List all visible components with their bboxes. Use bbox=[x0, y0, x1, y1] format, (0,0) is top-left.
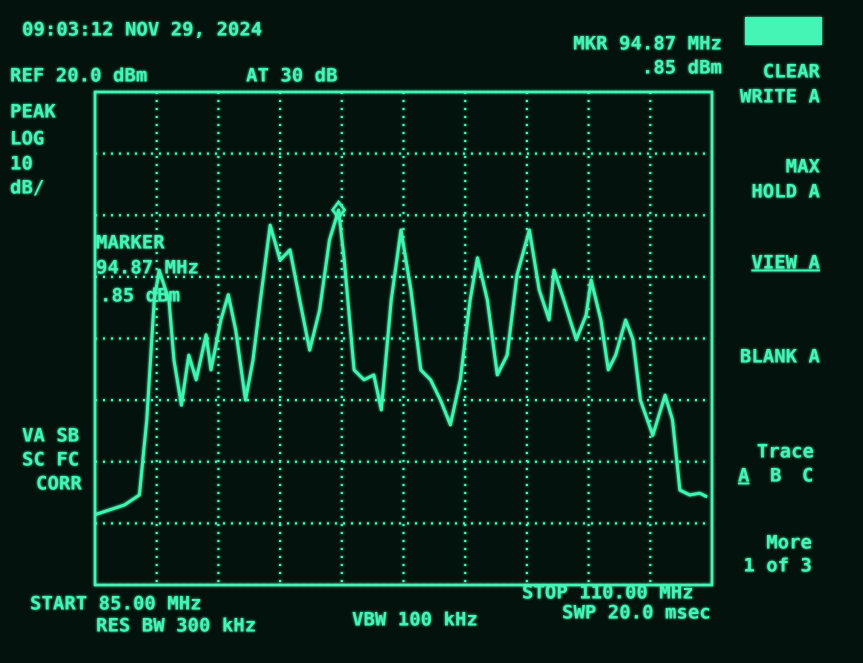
page-indicator: 1 of 3 bbox=[743, 555, 812, 577]
softkey-title: Trace bbox=[757, 441, 814, 463]
attenuation: AT 30 dB bbox=[246, 65, 338, 87]
stop-freq: STOP 110.00 MHz bbox=[522, 582, 694, 604]
softkey[interactable]: BLANK A bbox=[740, 346, 821, 368]
marker-box-title: MARKER bbox=[96, 232, 165, 254]
status: CORR bbox=[36, 473, 82, 495]
status: VA SB bbox=[22, 425, 79, 447]
sweep-time: SWP 20.0 msec bbox=[562, 602, 711, 624]
ref-level: REF 20.0 dBm bbox=[10, 65, 147, 87]
timestamp: 09:03:12 NOV 29, 2024 bbox=[22, 19, 262, 41]
vbw: VBW 100 kHz bbox=[352, 609, 478, 631]
detector: PEAK bbox=[10, 101, 56, 123]
active-softkey-box bbox=[745, 17, 822, 45]
trace-option[interactable]: A bbox=[738, 465, 750, 487]
trace-option[interactable]: B bbox=[770, 465, 781, 487]
scale-unit: dB/ bbox=[10, 177, 44, 199]
softkey[interactable]: WRITE A bbox=[740, 86, 821, 108]
marker-level: .85 dBm bbox=[642, 57, 722, 79]
softkey[interactable]: MAX bbox=[786, 156, 821, 178]
marker bbox=[331, 199, 347, 221]
start-freq: START 85.00 MHz bbox=[30, 593, 202, 615]
plot bbox=[93, 90, 714, 587]
softkey[interactable]: VIEW A bbox=[751, 252, 820, 274]
marker-freq: MKR 94.87 MHz bbox=[573, 33, 722, 55]
status: SC FC bbox=[22, 449, 79, 471]
res-bw: RES BW 300 kHz bbox=[96, 615, 256, 637]
softkey[interactable]: CLEAR bbox=[763, 61, 821, 83]
trace bbox=[94, 208, 708, 517]
scale-type: LOG bbox=[10, 128, 44, 150]
softkey[interactable]: More bbox=[766, 532, 812, 554]
trace-option[interactable]: C bbox=[802, 465, 813, 487]
marker-box-level: .85 dBm bbox=[100, 285, 180, 307]
marker-box-freq: 94.87 MHz bbox=[96, 257, 199, 279]
screen-content: 09:03:12 NOV 29, 2024 REF 20.0 dBm AT 30… bbox=[10, 17, 822, 637]
scale-value: 10 bbox=[10, 153, 33, 175]
softkey[interactable]: HOLD A bbox=[751, 181, 820, 203]
